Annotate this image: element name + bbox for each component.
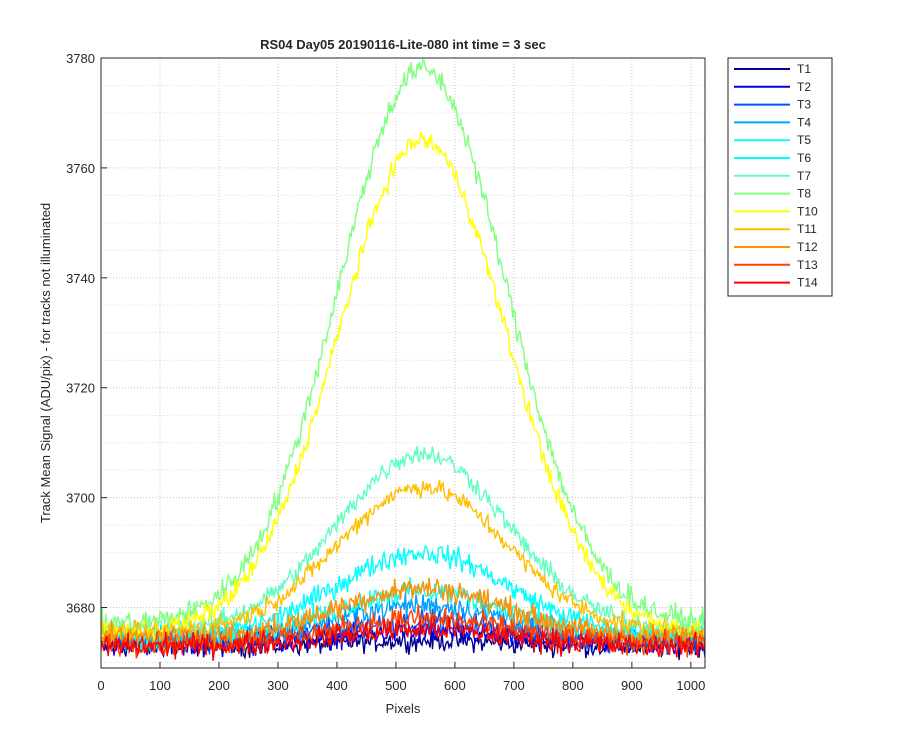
legend-label-t8: T8	[797, 187, 811, 201]
x-tick-label: 700	[503, 678, 525, 693]
plot-area	[101, 58, 705, 668]
chart-title: RS04 Day05 20190116-Lite-080 int time = …	[260, 37, 546, 52]
series-line-t11	[101, 479, 705, 643]
x-tick-label: 300	[267, 678, 289, 693]
legend-label-t11: T11	[797, 222, 817, 236]
legend-label-t10: T10	[797, 204, 818, 218]
x-tick-label: 0	[97, 678, 104, 693]
plot-frame	[100, 57, 706, 669]
series-line-t14	[101, 616, 705, 661]
y-tick-label: 3760	[66, 161, 95, 176]
x-tick-label: 1000	[676, 678, 705, 693]
y-tick-label: 3780	[66, 51, 95, 66]
legend-label-t6: T6	[797, 151, 811, 165]
x-tick-label: 500	[385, 678, 407, 693]
legend-label-t1: T1	[797, 62, 811, 76]
x-tick-label: 100	[149, 678, 171, 693]
y-tick-label: 3740	[66, 271, 95, 286]
y-tick-label: 3700	[66, 491, 95, 506]
series-line-t8	[101, 58, 705, 636]
x-tick-label: 900	[621, 678, 643, 693]
x-axis-label: Pixels	[386, 701, 421, 716]
y-tick-label: 3720	[66, 381, 95, 396]
legend-label-t7: T7	[797, 169, 811, 183]
legend-label-t3: T3	[797, 98, 811, 112]
legend-label-t4: T4	[797, 115, 811, 129]
series-line-t13	[101, 604, 705, 659]
legend-label-t2: T2	[797, 80, 811, 94]
x-axis-ticks: 0 100 200 300 400 500 600 700 800 900 1000	[97, 662, 705, 693]
legend-label-t12: T12	[797, 240, 818, 254]
legend-label-t14: T14	[797, 276, 818, 290]
legend-label-t5: T5	[797, 133, 811, 147]
x-tick-label: 600	[444, 678, 466, 693]
y-tick-label: 3680	[66, 601, 95, 616]
legend-box	[727, 57, 833, 297]
series-lines	[101, 58, 705, 661]
series-line-t10	[101, 131, 705, 643]
legend-label-t13: T13	[797, 258, 818, 272]
x-tick-label: 800	[562, 678, 584, 693]
legend: T1 T2 T3 T4 T5 T6 T7 T8 T10 T11 T12 T13 T14	[727, 57, 833, 297]
y-axis-label: Track Mean Signal (ADU/pix) - for tracks…	[38, 203, 53, 523]
series-line-t7	[101, 445, 705, 639]
x-tick-label: 400	[326, 678, 348, 693]
x-tick-label: 200	[208, 678, 230, 693]
y-axis-ticks: 3680 3700 3720 3740 3760 3780	[66, 51, 107, 616]
